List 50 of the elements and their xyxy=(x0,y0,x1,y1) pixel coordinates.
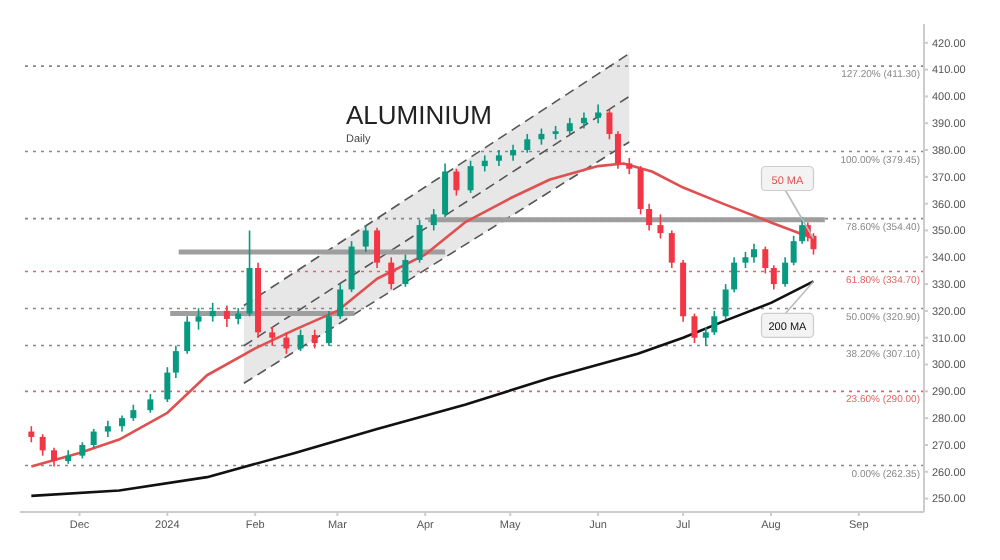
candlestick xyxy=(164,366,171,403)
candlestick xyxy=(362,224,369,253)
candlestick xyxy=(799,216,806,245)
candlestick xyxy=(595,103,602,125)
candlestick xyxy=(467,159,474,194)
candlestick xyxy=(374,226,381,269)
candlestick xyxy=(637,165,644,216)
candlestick xyxy=(209,302,216,323)
candlestick xyxy=(388,256,395,291)
candlestick xyxy=(524,133,531,154)
candlestick xyxy=(51,446,58,468)
text: ALUMINIUM xyxy=(346,100,492,130)
candlestick xyxy=(702,326,709,347)
candlestick xyxy=(606,109,613,141)
candlestick xyxy=(283,331,290,355)
candlestick xyxy=(430,208,437,232)
line-series xyxy=(30,280,815,498)
candlestick xyxy=(39,433,46,457)
candlestick xyxy=(691,312,698,344)
candlestick xyxy=(195,307,202,331)
line-series xyxy=(30,162,815,468)
candlestick xyxy=(269,326,276,347)
candlestick xyxy=(184,315,191,355)
candlestick xyxy=(297,328,304,352)
candlestick xyxy=(580,111,587,130)
candlestick xyxy=(442,162,449,218)
candlestick xyxy=(646,202,653,232)
candlestick xyxy=(770,264,777,291)
candlestick xyxy=(223,304,230,328)
candlestick xyxy=(311,328,318,350)
candlestick xyxy=(90,428,97,449)
candlestick xyxy=(750,243,757,264)
candlestick xyxy=(782,256,789,288)
candlestick xyxy=(147,393,154,414)
candlestick xyxy=(325,310,332,347)
candlestick xyxy=(416,218,423,264)
candlestick xyxy=(246,229,253,318)
candlestick xyxy=(722,283,729,320)
candlestick xyxy=(614,130,621,170)
candlestick xyxy=(172,344,179,379)
candlestick xyxy=(453,167,460,197)
candlestick xyxy=(731,256,738,293)
candlestick xyxy=(790,235,797,267)
candlestick xyxy=(402,253,409,288)
candlestick xyxy=(762,245,769,275)
candlestick xyxy=(657,213,664,240)
candlestick xyxy=(668,229,675,269)
candlestick xyxy=(348,240,355,293)
candlestick xyxy=(337,283,344,320)
candlestick xyxy=(711,310,718,336)
